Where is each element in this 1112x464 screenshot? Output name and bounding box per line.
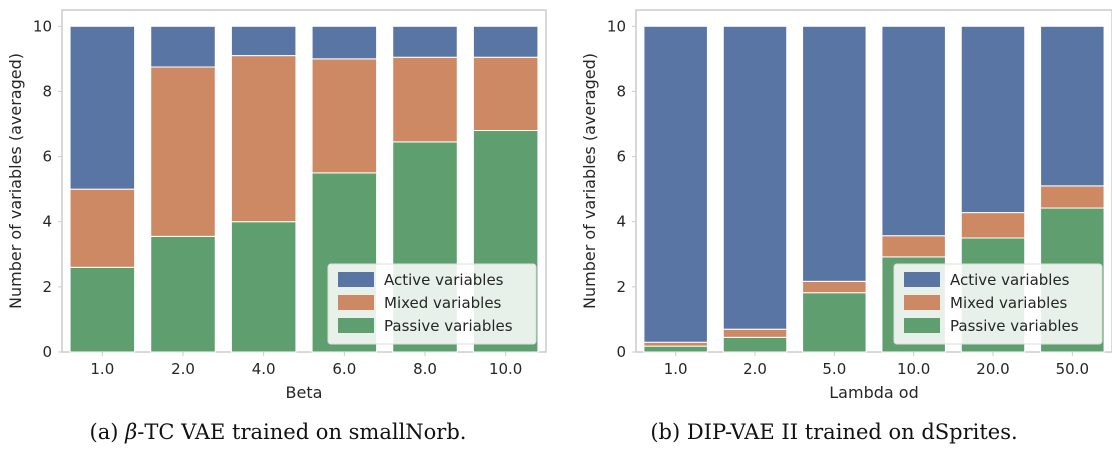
y-tick-label: 2 (42, 278, 52, 296)
y-tick-label: 2 (616, 278, 626, 296)
bar-active (69, 25, 136, 190)
legend-swatch-active (904, 272, 940, 287)
y-tick-label: 4 (616, 213, 626, 231)
x-tick-label: 20.0 (976, 360, 1009, 378)
y-axis-label: Number of variables (averaged) (580, 53, 599, 309)
y-tick-label: 0 (42, 343, 52, 361)
x-tick-label: 10.0 (897, 360, 930, 378)
bar-mixed (960, 212, 1026, 239)
bar-active (392, 25, 458, 58)
x-tick-label: 10.0 (489, 360, 522, 378)
bar-active (1040, 25, 1105, 187)
legend-label-passive: Passive variables (950, 317, 1079, 335)
x-axis-label: Lambda od (829, 383, 918, 402)
plot-frame (635, 9, 1112, 353)
y-tick-label: 6 (616, 148, 626, 166)
chart-dip-vae-ii: 1.0 2.0 5.0 10.0 20.0 50.0 0 2 4 6 8 10 Lambda od Num… (580, 9, 1112, 402)
bar-mixed (69, 188, 136, 268)
x-tick-label: 6.0 (332, 360, 356, 378)
bar-passive (69, 266, 136, 353)
y-tick-label: 10 (607, 17, 626, 35)
x-tick-label: 50.0 (1056, 360, 1089, 378)
bar-mixed (230, 55, 297, 223)
bar-active (802, 25, 867, 282)
bar-passive (150, 235, 216, 353)
bar-passive (722, 336, 788, 353)
bar-mixed (472, 56, 539, 132)
x-tick-label: 1.0 (664, 360, 688, 378)
bar-mixed (1040, 185, 1105, 209)
legend-label-passive: Passive variables (384, 317, 513, 335)
x-tick-label: 2.0 (743, 360, 767, 378)
y-tick-label: 0 (616, 343, 626, 361)
legend-label-active: Active variables (950, 271, 1070, 289)
legend-label-mixed: Mixed variables (950, 294, 1068, 312)
bar-mixed (150, 66, 216, 237)
legend-swatch-mixed (338, 295, 374, 310)
bar-mixed (392, 56, 458, 143)
bar-passive (643, 345, 708, 353)
bar-active (311, 25, 378, 60)
bar-mixed (802, 280, 867, 294)
legend-label-active: Active variables (384, 271, 504, 289)
x-tick-label: 1.0 (90, 360, 114, 378)
legend-swatch-passive (338, 318, 374, 333)
bar-active (960, 25, 1026, 214)
y-axis-label: Number of variables (averaged) (6, 53, 25, 309)
x-axis-label: Beta (286, 383, 323, 402)
bar-passive (802, 292, 867, 353)
x-tick-label: 5.0 (822, 360, 846, 378)
x-tick-label: 4.0 (252, 360, 276, 378)
bar-mixed (311, 58, 378, 174)
bar-passive (230, 221, 297, 353)
legend-box (893, 263, 1103, 345)
y-tick-label: 6 (42, 148, 52, 166)
bar-active (643, 25, 708, 343)
caption-a: (a) β-TC VAE trained on smallNorb. (89, 420, 467, 444)
legend-swatch-passive (904, 318, 940, 333)
chart-beta-tc-vae: 1.0 2.0 4.0 6.0 8.0 10.0 0 2 4 6 8 10 Beta Number of … (6, 9, 547, 402)
legend-swatch-mixed (904, 295, 940, 310)
bar-mixed (881, 235, 946, 258)
y-tick-label: 8 (616, 82, 626, 100)
legend-swatch-active (338, 272, 374, 287)
bar-mixed (722, 328, 788, 338)
y-tick-label: 8 (42, 82, 52, 100)
legend-label-mixed: Mixed variables (384, 294, 502, 312)
bar-active (472, 25, 539, 58)
bar-active (230, 25, 297, 57)
bar-active (881, 25, 946, 237)
x-tick-label: 8.0 (413, 360, 437, 378)
plot-frame (61, 9, 547, 353)
bar-mixed (643, 341, 708, 347)
y-tick-label: 4 (42, 213, 52, 231)
legend-box (327, 263, 537, 345)
bar-active (722, 25, 788, 330)
caption-b: (b) DIP-VAE II trained on dSprites. (650, 420, 1018, 444)
x-tick-label: 2.0 (171, 360, 195, 378)
bar-active (150, 25, 216, 68)
y-tick-label: 10 (33, 17, 52, 35)
